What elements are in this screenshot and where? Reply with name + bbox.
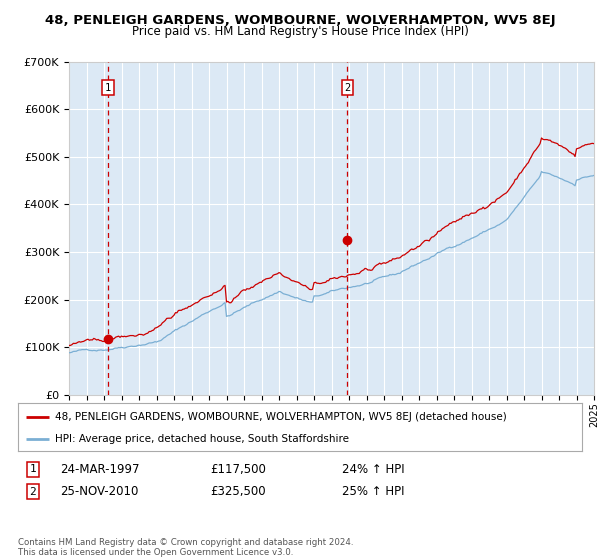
Text: 25-NOV-2010: 25-NOV-2010 — [60, 485, 139, 498]
Text: Price paid vs. HM Land Registry's House Price Index (HPI): Price paid vs. HM Land Registry's House … — [131, 25, 469, 38]
Text: Contains HM Land Registry data © Crown copyright and database right 2024.
This d: Contains HM Land Registry data © Crown c… — [18, 538, 353, 557]
Text: 1: 1 — [105, 83, 111, 93]
Text: £325,500: £325,500 — [210, 485, 266, 498]
Text: 2: 2 — [344, 83, 350, 93]
Text: 1: 1 — [29, 464, 37, 474]
Text: 48, PENLEIGH GARDENS, WOMBOURNE, WOLVERHAMPTON, WV5 8EJ (detached house): 48, PENLEIGH GARDENS, WOMBOURNE, WOLVERH… — [55, 412, 506, 422]
Text: £117,500: £117,500 — [210, 463, 266, 476]
Text: HPI: Average price, detached house, South Staffordshire: HPI: Average price, detached house, Sout… — [55, 434, 349, 444]
Text: 2: 2 — [29, 487, 37, 497]
Text: 48, PENLEIGH GARDENS, WOMBOURNE, WOLVERHAMPTON, WV5 8EJ: 48, PENLEIGH GARDENS, WOMBOURNE, WOLVERH… — [44, 14, 556, 27]
Text: 24-MAR-1997: 24-MAR-1997 — [60, 463, 139, 476]
Text: 25% ↑ HPI: 25% ↑ HPI — [342, 485, 404, 498]
Text: 24% ↑ HPI: 24% ↑ HPI — [342, 463, 404, 476]
